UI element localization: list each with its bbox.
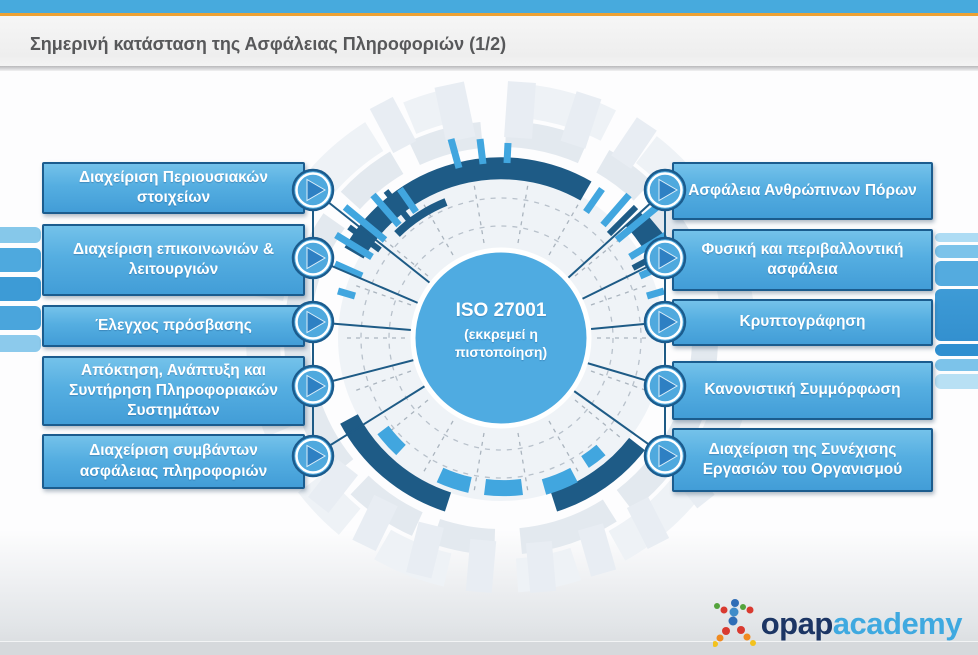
play-icon <box>643 236 687 280</box>
play-icon <box>291 236 335 280</box>
play-icon <box>643 434 687 478</box>
play-button-regulatory-compliance[interactable] <box>643 364 687 408</box>
center-hub-label: ISO 27001 (εκκρεμεί η πιστοποίηση) <box>401 300 601 361</box>
play-icon <box>291 434 335 478</box>
top-accent-bar <box>0 0 978 13</box>
topic-label: Ασφάλεια Ανθρώπινων Πόρων <box>688 181 917 199</box>
play-icon <box>291 300 335 344</box>
topic-box-access-control[interactable]: Έλεγχος πρόσβασης <box>42 305 305 347</box>
slide-title: Σημερινή κατάσταση της Ασφάλειας Πληροφο… <box>30 34 507 54</box>
play-icon <box>643 364 687 408</box>
topic-label: Κανονιστική Συμμόρφωση <box>704 381 901 399</box>
play-icon <box>643 300 687 344</box>
topic-box-physical-security[interactable]: Φυσική και περιβαλλοντική ασφάλεια <box>672 229 933 291</box>
topic-box-human-resources-security[interactable]: Ασφάλεια Ανθρώπινων Πόρων <box>672 162 933 220</box>
topic-box-cryptography[interactable]: Κρυπτογράφηση <box>672 299 933 346</box>
play-button-systems-acquisition[interactable] <box>291 364 335 408</box>
topic-box-incident-management[interactable]: Διαχείριση συμβάντων ασφάλειας πληροφορι… <box>42 434 305 489</box>
opap-person-icon <box>712 599 756 647</box>
topic-box-business-continuity[interactable]: Διαχείριση της Συνέχισης Εργασιών του Ορ… <box>672 428 933 492</box>
opap-academy-logo: opap academy <box>712 597 963 649</box>
play-icon <box>291 168 335 212</box>
iso-title: ISO 27001 <box>455 300 547 321</box>
topic-label: Απόκτηση, Ανάπτυξη και Συντήρηση Πληροφο… <box>69 361 278 420</box>
topic-label: Διαχείριση της Συνέχισης Εργασιών του Ορ… <box>702 440 903 478</box>
iso-subtitle: (εκκρεμεί η πιστοποίηση) <box>454 326 548 360</box>
play-button-human-resources-security[interactable] <box>643 168 687 212</box>
play-icon <box>291 364 335 408</box>
header-divider <box>0 66 978 71</box>
topic-box-systems-acquisition[interactable]: Απόκτηση, Ανάπτυξη και Συντήρηση Πληροφο… <box>42 356 305 426</box>
right-edge-ribbon <box>935 233 978 391</box>
play-button-business-continuity[interactable] <box>643 434 687 478</box>
topic-label: Διαχείριση συμβάντων ασφάλειας πληροφορι… <box>79 442 268 480</box>
orange-accent-line <box>0 13 978 16</box>
topic-box-communications-operations[interactable]: Διαχείριση επικοινωνιών & λειτουργιών <box>42 224 305 296</box>
topic-label: Κρυπτογράφηση <box>739 313 866 331</box>
left-edge-ribbon <box>0 227 41 357</box>
play-button-access-control[interactable] <box>291 300 335 344</box>
play-button-communications-operations[interactable] <box>291 236 335 280</box>
topic-label: Έλεγχος πρόσβασης <box>95 316 252 334</box>
header: Σημερινή κατάσταση της Ασφάλειας Πληροφο… <box>0 16 978 66</box>
logo-text-academy: academy <box>832 605 963 641</box>
play-button-asset-management[interactable] <box>291 168 335 212</box>
logo-text-opap: opap <box>760 605 834 641</box>
topic-label: Διαχείριση Περιουσιακών στοιχείων <box>78 168 269 206</box>
bottom-band <box>0 641 978 655</box>
topic-label: Διαχείριση επικοινωνιών & λειτουργιών <box>72 240 275 278</box>
play-button-incident-management[interactable] <box>291 434 335 478</box>
topic-label: Φυσική και περιβαλλοντική ασφάλεια <box>701 240 904 278</box>
play-button-physical-security[interactable] <box>643 236 687 280</box>
play-button-cryptography[interactable] <box>643 300 687 344</box>
topic-box-asset-management[interactable]: Διαχείριση Περιουσιακών στοιχείων <box>42 162 305 214</box>
topic-box-regulatory-compliance[interactable]: Κανονιστική Συμμόρφωση <box>672 361 933 420</box>
play-icon <box>643 168 687 212</box>
